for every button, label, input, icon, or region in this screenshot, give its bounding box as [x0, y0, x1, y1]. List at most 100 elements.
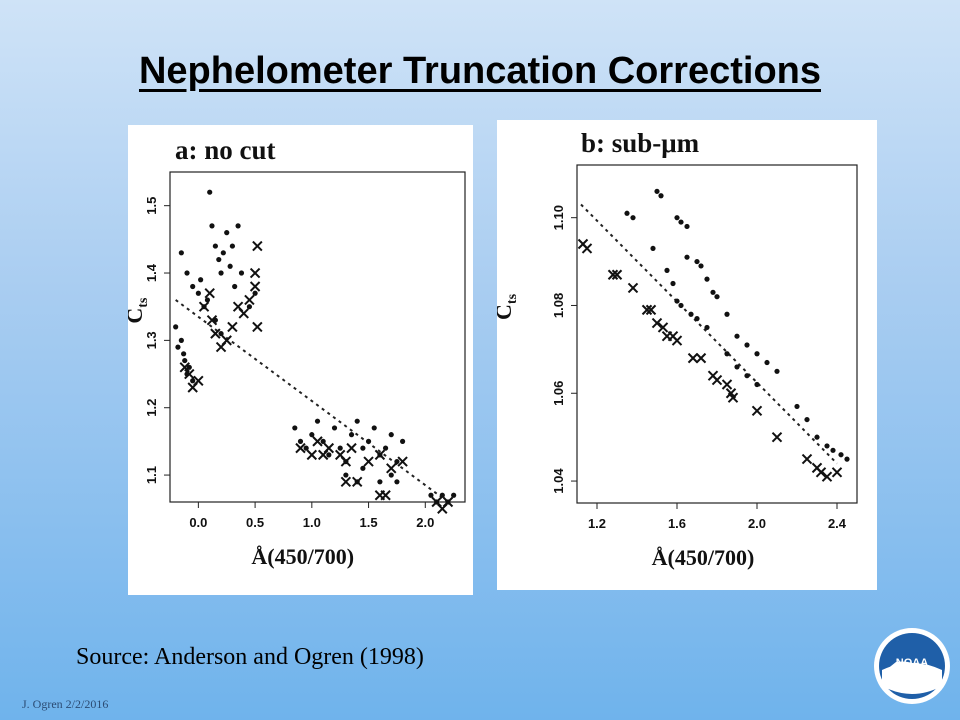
- chartb-point-dot: [814, 434, 820, 440]
- chartb-ytick-label: 1.08: [551, 293, 566, 318]
- charta-ylabel: Cts: [128, 297, 151, 324]
- charta-point-x: [184, 368, 195, 380]
- chartb-point-dot: [754, 381, 760, 388]
- chartb-xtick-label: 1.6: [668, 516, 686, 531]
- chartb-point-dot: [794, 403, 800, 410]
- charta-point-dot: [399, 438, 406, 444]
- chart-panel-a: a: no cut 0.0 0.5 1.0 1.5 2.0 1.1 1.2 1.3 1.4 1.5 Å…: [128, 125, 473, 595]
- chartb-point-x: [671, 335, 683, 346]
- chartb-point-dot: [694, 258, 700, 265]
- charta-point-dot: [195, 290, 201, 296]
- charta-point-dot: [365, 438, 372, 444]
- charta-point-x: [198, 301, 210, 312]
- charta-point-dot: [320, 438, 326, 444]
- charta-ytick-label: 1.1: [144, 466, 159, 484]
- chartb-point-dot: [678, 302, 684, 309]
- chartb-point-dot: [674, 215, 680, 221]
- charta-xtick-label: 1.5: [360, 515, 378, 530]
- charta-point-x: [210, 328, 221, 339]
- charta-point-x: [340, 456, 352, 467]
- chartb-ylabel: Cts: [497, 293, 520, 320]
- charta-point-dot: [204, 297, 211, 303]
- chartb-point-dot: [724, 311, 730, 317]
- chartb-point-dot: [698, 263, 704, 269]
- source-citation: Source: Anderson and Ogren (1998): [76, 644, 424, 670]
- charta-point-dot: [178, 337, 184, 343]
- charta-point-x: [249, 281, 261, 292]
- chartb-point-dot: [678, 219, 684, 225]
- chartb-point-x: [581, 243, 593, 254]
- chartb-point-dot: [688, 311, 694, 317]
- chartb-point-dot: [694, 316, 700, 322]
- charta-point-x: [179, 362, 190, 373]
- charta-ytick-label: 1.2: [144, 399, 159, 417]
- charta-point-dot: [354, 418, 360, 424]
- charta-point-x: [346, 442, 357, 454]
- charta-point-dot: [184, 270, 190, 276]
- chartb-point-dot: [774, 368, 780, 374]
- charta-point-dot: [348, 432, 355, 438]
- chartb-panel-label: b: sub-μm: [581, 128, 700, 158]
- chartb-point-dot: [734, 333, 740, 339]
- chartb-point-x: [651, 317, 663, 329]
- charta-point-dot: [292, 425, 298, 431]
- chartb-plot-frame: [576, 164, 858, 504]
- chartb-ytick-label: 1.10: [551, 205, 566, 230]
- logo-text: NOAA: [896, 657, 928, 669]
- charta-point-dot: [218, 331, 224, 337]
- charta-point-x: [244, 294, 255, 306]
- chartb-point-dot: [838, 452, 844, 458]
- chartb-point-dot: [684, 254, 690, 260]
- charta-xlabel: Å(450/700): [251, 544, 354, 569]
- chartb-point-x: [641, 304, 653, 316]
- charta-point-dot: [360, 445, 366, 451]
- chartb-point-dot: [744, 373, 750, 379]
- charta-point-dot: [207, 189, 213, 195]
- charta-point-dot: [246, 304, 253, 310]
- charta-point-dot: [331, 425, 338, 431]
- charta-point-dot: [190, 283, 196, 290]
- chartb-fit-line: [580, 203, 838, 465]
- slide-title: Nephelometer Truncation Corrections: [138, 50, 821, 92]
- charta-point-dot: [220, 250, 226, 256]
- chartb-point-dot: [704, 324, 710, 331]
- charta-point-x: [380, 490, 391, 501]
- charta-point-x: [238, 308, 249, 319]
- charta-ytick-label: 1.4: [144, 263, 159, 282]
- chartb-point-dot: [830, 447, 836, 453]
- charta-xtick-label: 0.0: [189, 515, 207, 530]
- chartb-point-dot: [654, 188, 660, 194]
- chartb-point-x: [831, 467, 843, 478]
- charta-point-dot: [394, 458, 400, 465]
- charta-xtick-label: 1.0: [303, 515, 321, 530]
- chartb-point-x: [801, 453, 813, 465]
- charta-point-dot: [377, 479, 383, 485]
- charta-point-x: [323, 442, 335, 454]
- chartb-point-x: [727, 392, 739, 403]
- charta-point-dot: [209, 223, 215, 229]
- charta-point-dot: [343, 472, 349, 478]
- chartb-point-dot: [844, 456, 850, 462]
- charta-ytick-label: 1.3: [144, 331, 159, 349]
- charta-point-dot: [297, 438, 304, 444]
- charta-point-x: [227, 321, 238, 333]
- charta-point-dot: [428, 492, 434, 498]
- charta-point-x: [221, 335, 232, 346]
- chartb-point-dot: [624, 210, 630, 216]
- charta-point-dot: [439, 492, 445, 498]
- charta-point-dot: [186, 364, 192, 370]
- noaa-logo-icon: NOAA: [874, 628, 950, 704]
- chartb-point-dot: [674, 298, 680, 304]
- chartb-ytick-label: 1.04: [551, 468, 566, 494]
- chartb-point-dot: [754, 351, 760, 357]
- charta-point-dot: [394, 479, 400, 485]
- charta-point-dot: [173, 324, 179, 330]
- chartb-point-dot: [824, 443, 830, 449]
- charta-point-x: [295, 442, 306, 454]
- chartb-point-dot: [714, 294, 720, 300]
- charta-point-dot: [218, 270, 224, 276]
- chartb-point-x: [611, 269, 623, 280]
- chartb-point-dot: [764, 359, 770, 366]
- chartb-point-x: [645, 304, 657, 316]
- chartb-point-dot: [710, 289, 716, 295]
